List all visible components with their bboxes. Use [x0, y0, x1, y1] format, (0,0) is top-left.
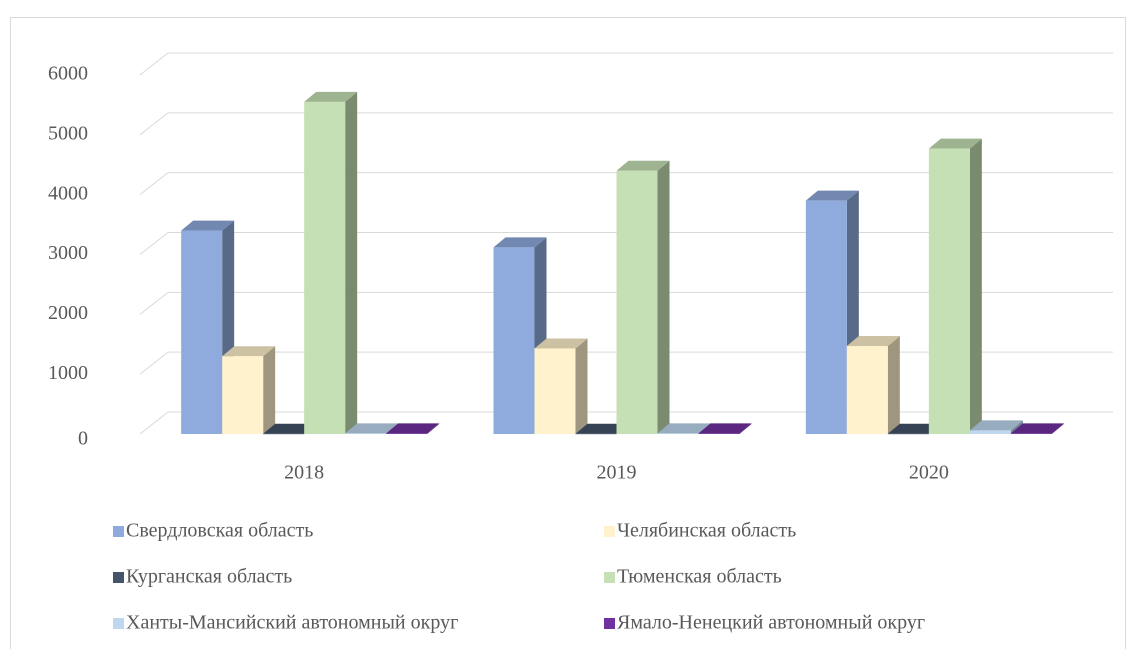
grid-line — [139, 112, 169, 136]
legend-label: Ханты-Мансийский автономный округ — [126, 612, 458, 634]
y-tick-label: 5000 — [48, 122, 88, 144]
bar-top — [386, 423, 440, 434]
bar-side — [1051, 423, 1064, 434]
y-tick-label: 1000 — [48, 362, 88, 384]
legend-label: Курганская область — [126, 566, 292, 588]
grid-line — [139, 351, 169, 375]
bar-side — [345, 91, 358, 435]
bar — [1010, 433, 1052, 434]
bar-top — [304, 91, 358, 102]
bar-top — [263, 423, 317, 434]
legend-swatch — [113, 618, 124, 629]
bar-top — [181, 220, 235, 231]
bar-top — [657, 423, 711, 434]
chart-frame — [10, 17, 1126, 649]
y-tick-label: 2000 — [48, 302, 88, 324]
x-tick-label: 2018 — [284, 462, 324, 484]
bar-side — [427, 423, 440, 434]
bar-side — [969, 138, 982, 434]
grid-line — [139, 172, 169, 196]
bar-top — [493, 237, 547, 248]
bar — [263, 433, 305, 435]
bar-top — [575, 423, 629, 434]
legend-swatch — [604, 526, 615, 537]
x-tick-label: 2020 — [909, 462, 949, 484]
grid-line — [139, 291, 169, 315]
grid-line — [139, 232, 169, 255]
bar-top — [969, 420, 1023, 431]
bar-side — [1010, 420, 1023, 434]
bar-top — [616, 160, 670, 171]
bar-top — [1010, 423, 1064, 434]
y-tick-label: 4000 — [48, 182, 88, 204]
bar — [304, 101, 346, 435]
bar — [493, 247, 535, 434]
bar-top — [887, 423, 941, 434]
y-tick-label: 3000 — [48, 242, 88, 264]
bar — [345, 433, 387, 434]
bar-top — [222, 346, 276, 357]
bar-side — [575, 338, 588, 434]
bar-side — [739, 423, 752, 434]
grid-line — [139, 52, 169, 76]
bar — [222, 356, 264, 434]
bar — [805, 200, 847, 434]
bar — [969, 430, 1011, 434]
legend-label: Тюменская область — [617, 566, 782, 588]
bar — [616, 170, 658, 434]
grid-line — [139, 411, 169, 435]
bar — [575, 433, 617, 435]
bar — [181, 230, 223, 434]
bar-top — [345, 423, 399, 434]
bar — [887, 433, 929, 435]
legend-swatch — [113, 526, 124, 537]
bar-side — [657, 160, 670, 434]
bar — [698, 433, 740, 434]
bar — [928, 148, 970, 434]
bar — [534, 348, 576, 434]
x-tick-label: 2019 — [597, 462, 637, 484]
legend-swatch — [113, 572, 124, 583]
bar-top — [928, 138, 982, 149]
bar-top — [698, 423, 752, 434]
y-tick-label: 0 — [78, 428, 88, 450]
bar — [846, 346, 888, 434]
y-tick-label: 6000 — [48, 63, 88, 85]
bar-top — [805, 190, 859, 201]
bar-top — [534, 338, 588, 349]
legend-label: Челябинская область — [617, 520, 796, 542]
bar — [657, 433, 699, 434]
bar-side — [263, 346, 276, 434]
bar-side — [887, 336, 900, 434]
bar-top — [846, 336, 900, 347]
legend-label: Свердловская область — [126, 520, 313, 542]
legend-swatch — [604, 618, 615, 629]
legend-label: Ямало-Ненецкий автономный округ — [617, 612, 925, 634]
legend-swatch — [604, 572, 615, 583]
bar — [386, 433, 428, 434]
